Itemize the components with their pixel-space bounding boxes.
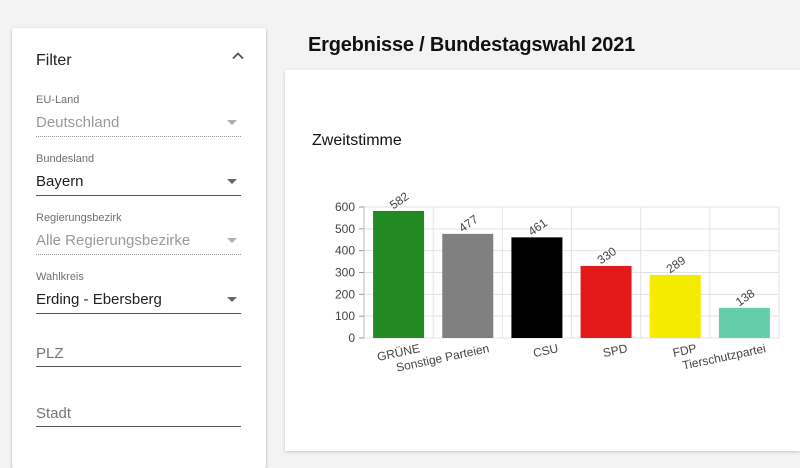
y-tick-label: 200 [335, 287, 355, 301]
y-tick-label: 400 [335, 244, 355, 258]
bar-3 [511, 237, 563, 338]
wahlkreis-select[interactable]: Wahlkreis Erding - Ebersberg [36, 271, 241, 314]
value-label: 582 [387, 189, 412, 212]
bar-2 [442, 233, 494, 338]
eu-land-underline [36, 136, 241, 137]
filter-title: Filter [36, 52, 72, 69]
regierungsbezirk-label: Regierungsbezirk [36, 212, 122, 224]
eu-land-label: EU-Land [36, 94, 80, 106]
bar-6 [718, 307, 770, 338]
y-tick-label: 500 [335, 222, 355, 236]
stadt-input[interactable]: Stadt [36, 402, 241, 427]
regierungsbezirk-value: Alle Regierungsbezirke [36, 232, 191, 249]
eu-land-value: Deutschland [36, 114, 120, 131]
value-label: 477 [456, 212, 481, 235]
bundesland-underline [36, 195, 241, 196]
value-label: 461 [525, 215, 550, 238]
y-tick-label: 600 [335, 200, 355, 214]
bundesland-select[interactable]: Bundesland Bayern [36, 153, 241, 196]
category-label: CSU [532, 341, 560, 360]
page-title: Ergebnisse / Bundestagswahl 2021 [308, 34, 636, 56]
plz-input[interactable]: PLZ [36, 342, 241, 367]
dropdown-arrow-icon [227, 120, 237, 125]
bar-5 [649, 274, 701, 338]
chart-heading: Zweitstimme [312, 132, 402, 149]
y-tick-label: 300 [335, 266, 355, 280]
dropdown-arrow-icon [227, 238, 237, 243]
dropdown-arrow-icon [227, 179, 237, 184]
chart-card: Zweitstimme 0 100 200 300 400 500 600 582 GRÜNE 4… [285, 70, 800, 451]
y-tick-label: 0 [348, 331, 355, 345]
y-tick-label: 100 [335, 309, 355, 323]
bar-4 [580, 265, 632, 338]
bar-1 [373, 210, 425, 338]
regierungsbezirk-underline [36, 254, 241, 255]
wahlkreis-underline [36, 313, 241, 314]
regierungsbezirk-select[interactable]: Regierungsbezirk Alle Regierungsbezirke [36, 212, 241, 255]
bundesland-value: Bayern [36, 173, 84, 190]
filter-panel: Filter EU-Land Deutschland Bundesland Ba… [12, 28, 266, 468]
chevron-up-icon[interactable] [230, 48, 246, 64]
value-label: 138 [733, 286, 758, 309]
wahlkreis-label: Wahlkreis [36, 271, 84, 283]
category-label: FDP [671, 341, 697, 360]
eu-land-select[interactable]: EU-Land Deutschland [36, 94, 241, 137]
value-label: 330 [595, 244, 620, 267]
bundesland-label: Bundesland [36, 153, 95, 165]
category-label: SPD [602, 341, 629, 360]
wahlkreis-value: Erding - Ebersberg [36, 291, 162, 308]
dropdown-arrow-icon [227, 297, 237, 302]
